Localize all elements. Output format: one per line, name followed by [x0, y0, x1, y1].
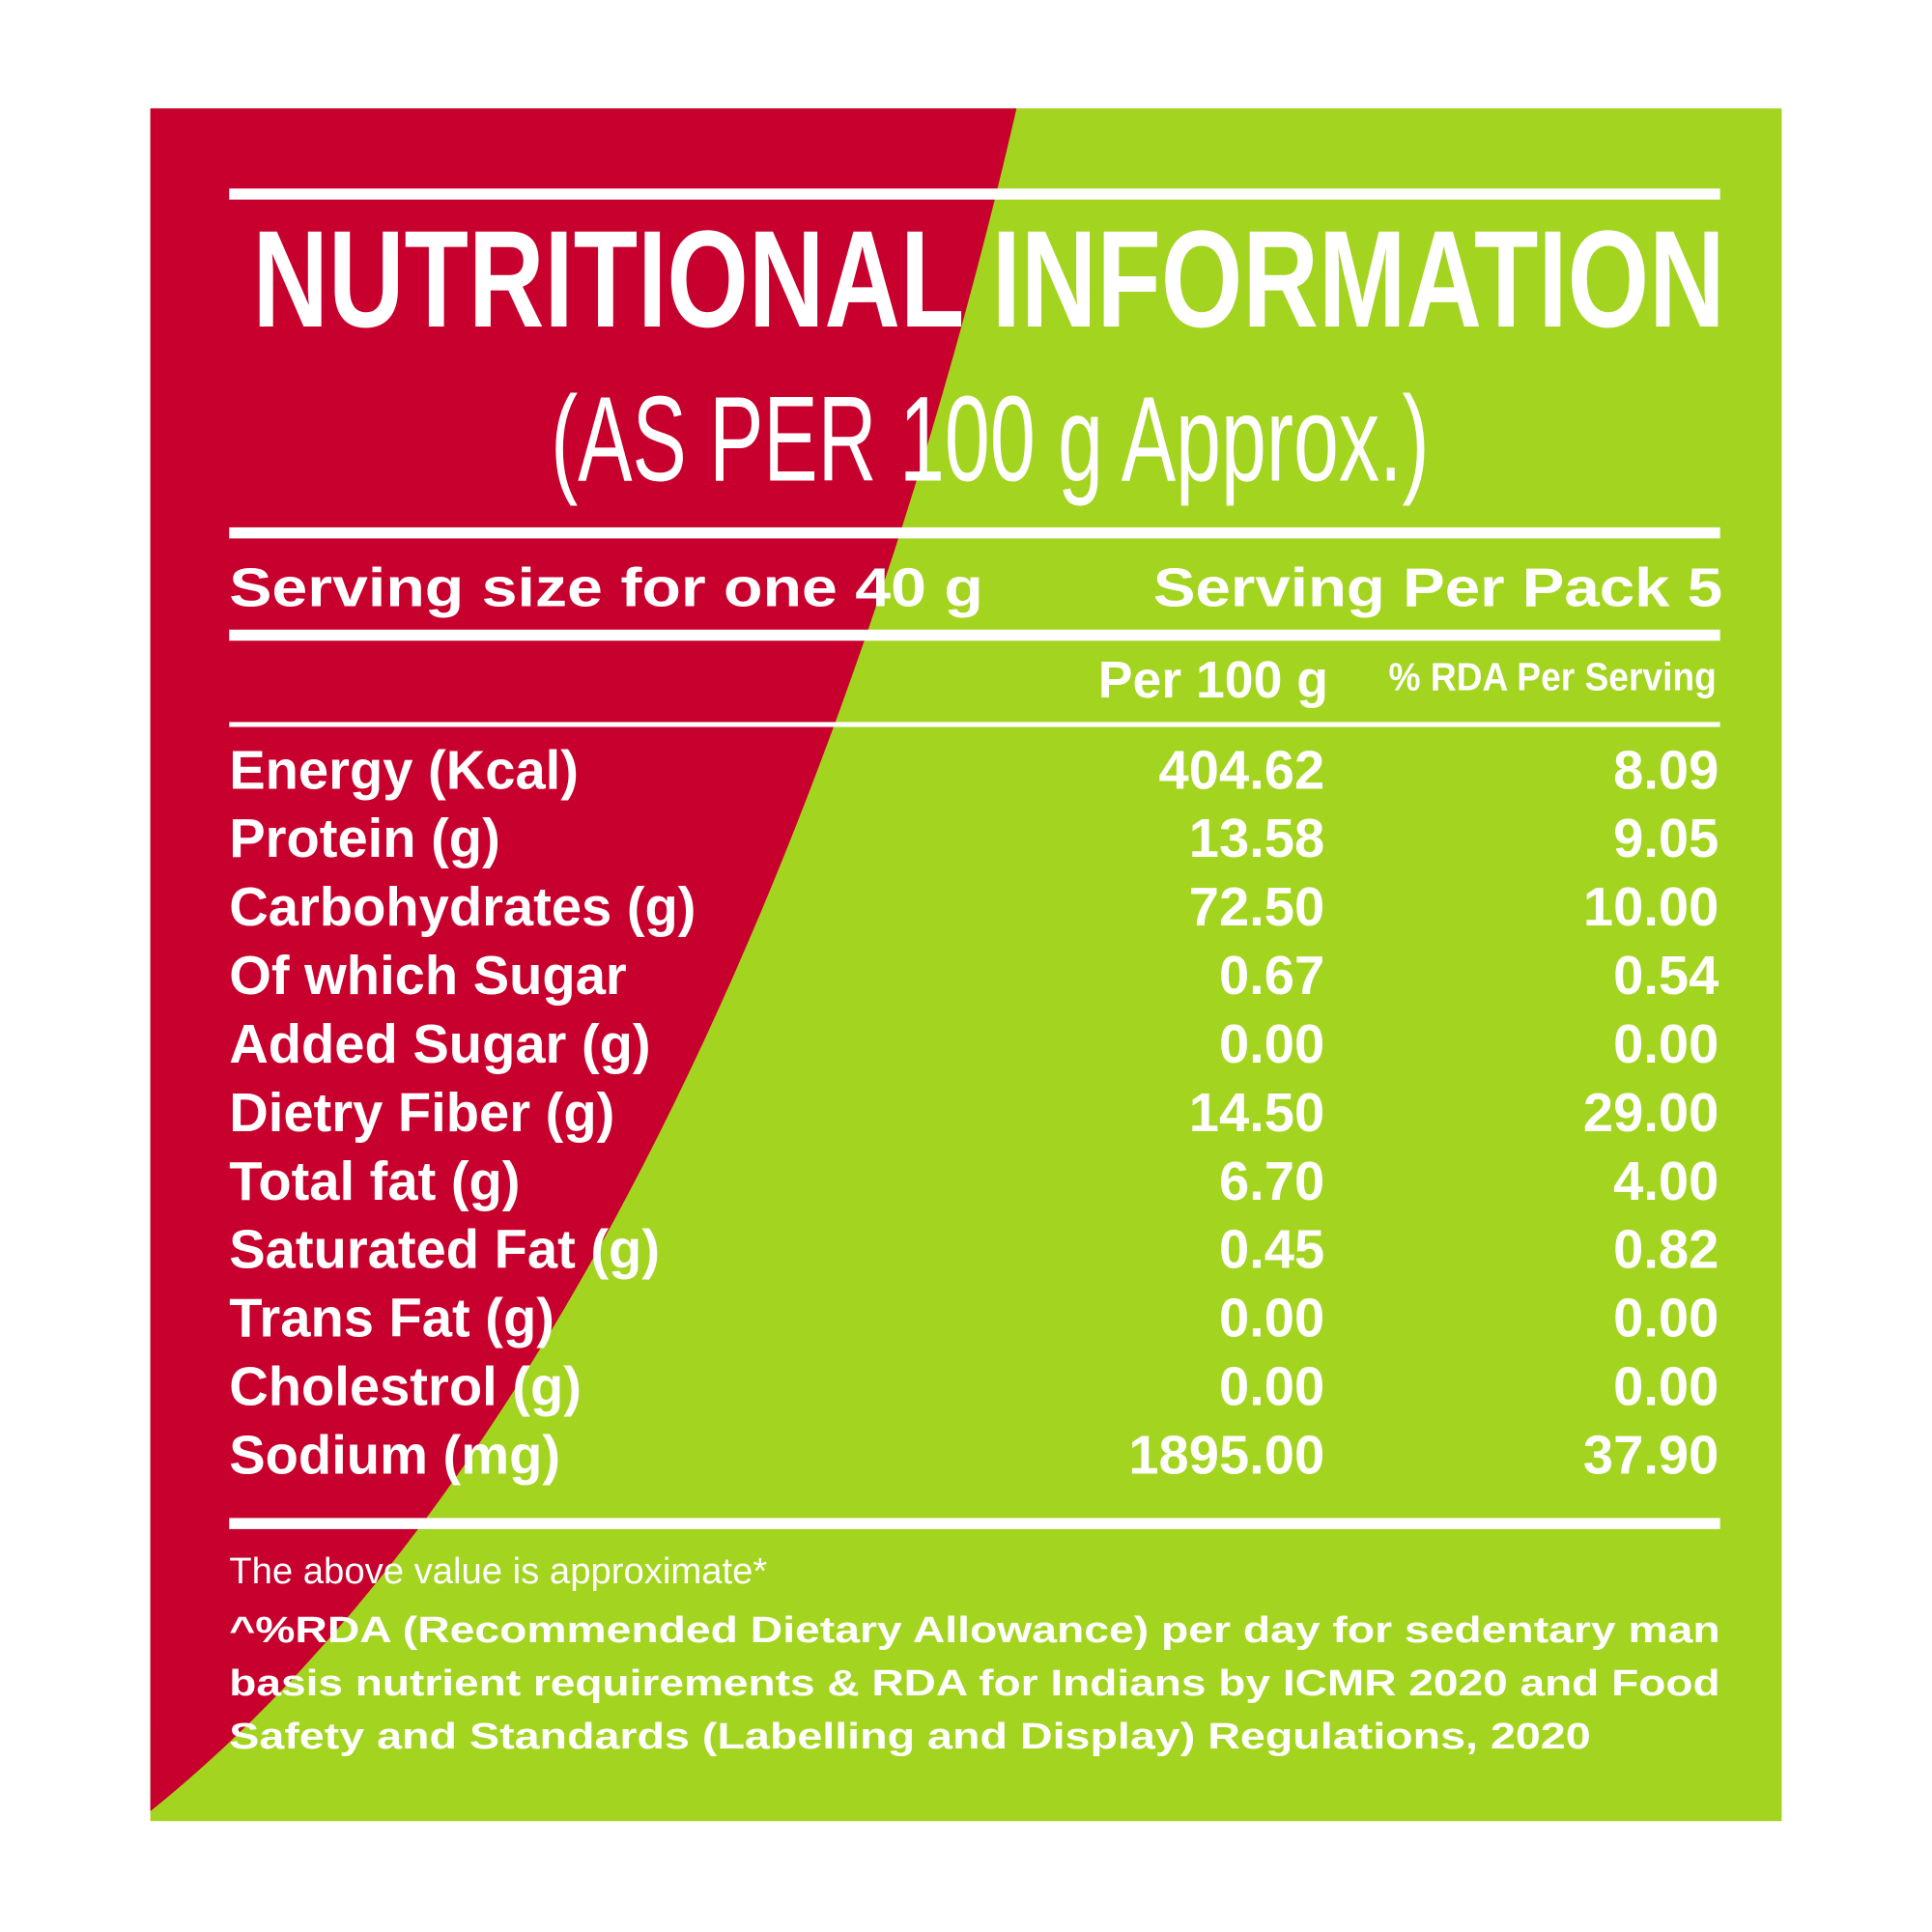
- serving-size: Serving size for one 40 g: [229, 557, 983, 618]
- column-header: Per 100 g: [1098, 652, 1328, 709]
- per-100g-value: 404.62: [1159, 739, 1325, 800]
- rule: [229, 526, 1720, 539]
- rda-value: 37.90: [1583, 1425, 1719, 1486]
- rda-value: 29.00: [1583, 1082, 1719, 1143]
- serving-per-pack: Serving Per Pack 5: [1153, 557, 1722, 618]
- nutrient-name: Energy (Kcal): [229, 739, 579, 800]
- per-100g-value: 13.58: [1189, 808, 1324, 868]
- rule: [229, 722, 1720, 727]
- rda-value: 0.00: [1613, 1288, 1719, 1349]
- rule: [229, 188, 1720, 200]
- nutrient-name: Saturated Fat (g): [229, 1219, 660, 1280]
- per-100g-value: 6.70: [1219, 1151, 1324, 1211]
- nutrient-name: Protein (g): [229, 808, 500, 868]
- per-100g-value: 0.00: [1219, 1013, 1324, 1074]
- per-100g-value: 1895.00: [1128, 1425, 1324, 1486]
- title: NUTRITIONAL INFORMATION: [252, 203, 1724, 356]
- rda-value: 0.00: [1613, 1356, 1719, 1417]
- rda-value: 4.00: [1613, 1151, 1719, 1211]
- rda-note-line: ^%RDA (Recommended Dietary Allowance) pe…: [229, 1609, 1719, 1651]
- table-body: Energy (Kcal) 404.62 8.09 Protein (g) 13.58 9…: [229, 739, 1719, 1485]
- column-header: % RDA Per Serving: [1389, 654, 1717, 698]
- nutrient-name: Carbohydrates (g): [229, 876, 696, 937]
- rda-value: 9.05: [1613, 808, 1719, 868]
- rda-note: ^%RDA (Recommended Dietary Allowance) pe…: [229, 1609, 1719, 1757]
- rda-note-line: Safety and Standards (Labelling and Disp…: [229, 1716, 1590, 1757]
- nutrient-name: Dietry Fiber (g): [229, 1082, 614, 1143]
- nutrient-name: Of which Sugar: [229, 945, 627, 1006]
- per-100g-value: 0.45: [1219, 1219, 1324, 1280]
- rda-value: 0.82: [1613, 1219, 1719, 1280]
- rda-note-line: basis nutrient requirements & RDA for In…: [229, 1662, 1719, 1704]
- nutrient-name: Cholestrol (g): [229, 1356, 582, 1417]
- nutrient-name: Total fat (g): [229, 1151, 520, 1211]
- footnote: The above value is approximate*: [229, 1550, 767, 1592]
- rda-value: 0.54: [1613, 945, 1719, 1006]
- per-100g-value: 0.67: [1219, 945, 1324, 1006]
- per-100g-value: 0.00: [1219, 1356, 1324, 1417]
- per-100g-value: 14.50: [1189, 1082, 1324, 1143]
- rda-value: 0.00: [1613, 1013, 1719, 1074]
- rda-value: 8.09: [1613, 739, 1719, 800]
- nutrient-name: Added Sugar (g): [229, 1013, 650, 1074]
- nutrient-name: Sodium (mg): [229, 1425, 560, 1486]
- nutrient-name: Trans Fat (g): [229, 1288, 554, 1349]
- rule: [229, 1518, 1720, 1529]
- per-100g-value: 72.50: [1189, 876, 1324, 937]
- rule: [229, 629, 1720, 641]
- per-100g-value: 0.00: [1219, 1288, 1324, 1349]
- subtitle: (AS PER 100 g Approx.): [551, 372, 1429, 506]
- rda-value: 10.00: [1583, 876, 1719, 937]
